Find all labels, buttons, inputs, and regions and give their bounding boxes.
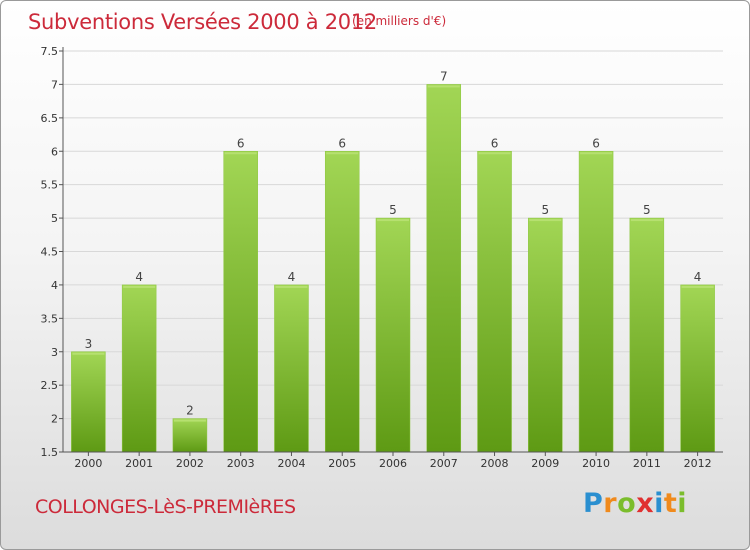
bar	[578, 151, 614, 453]
bar	[375, 217, 411, 453]
bar-highlight	[529, 219, 562, 222]
bar	[274, 284, 309, 453]
x-tick-label: 2001	[125, 457, 153, 470]
logo-letter: P	[583, 488, 604, 519]
logo-letter: i	[654, 488, 664, 519]
bar	[172, 418, 208, 453]
y-tick-label: 5.5	[41, 179, 59, 192]
bar-highlight	[123, 285, 156, 288]
y-tick-label: 6	[51, 145, 58, 158]
data-label: 7	[440, 69, 448, 83]
x-tick-label: 2012	[684, 457, 712, 470]
bar	[528, 217, 563, 453]
x-tick-label: 2011	[633, 457, 661, 470]
y-tick-label: 3	[51, 346, 58, 359]
commune-name: COLLONGES-LèS-PREMIèRES	[35, 496, 296, 518]
bar	[223, 151, 258, 453]
data-label: 6	[592, 136, 600, 150]
bar	[71, 351, 106, 453]
labels: 1.5 2 2.5 3 3.5 4 4.5 5 5.5 6 6.5 7 7.5 3 2000 4 2001 2 20…	[41, 45, 712, 470]
bar	[629, 217, 665, 453]
data-label: 6	[237, 136, 245, 150]
bar-highlight	[681, 285, 714, 288]
proxiti-logo: Proxiti	[583, 488, 687, 519]
x-tick-label: 2004	[277, 457, 305, 470]
data-label: 5	[389, 203, 397, 217]
x-tick-label: 2003	[227, 457, 255, 470]
x-tick-label: 2002	[176, 457, 204, 470]
x-tick-label: 2000	[74, 457, 102, 470]
x-tick-label: 2006	[379, 457, 407, 470]
chart-subtitle: (en milliers d'€)	[352, 14, 447, 28]
y-tick-label: 6.5	[41, 112, 59, 125]
bar-highlight	[326, 152, 359, 155]
logo-letter: i	[677, 488, 688, 519]
y-tick-label: 7.5	[41, 45, 59, 58]
y-tick-label: 1.5	[41, 446, 59, 459]
data-label: 4	[288, 270, 296, 284]
bar-highlight	[427, 85, 460, 88]
bar-highlight	[580, 152, 613, 155]
logo-letter: o	[617, 488, 637, 519]
data-label: 3	[85, 337, 93, 351]
data-label: 6	[491, 136, 499, 150]
bar-highlight	[377, 219, 409, 222]
y-tick-label: 4.5	[41, 246, 59, 259]
x-tick-label: 2009	[531, 457, 559, 470]
logo-letter: r	[603, 488, 618, 519]
axes	[59, 47, 723, 456]
bar-highlight	[630, 219, 663, 222]
chart-title: Subventions Versées 2000 à 2012	[28, 10, 377, 34]
logo-letter: t	[663, 488, 678, 519]
logo-letter: x	[636, 488, 655, 519]
y-tick-label: 7	[51, 78, 58, 91]
bar-highlight	[72, 352, 105, 355]
bar-highlight	[173, 419, 206, 422]
bar-highlight	[478, 152, 511, 155]
bar	[426, 84, 462, 453]
bars	[71, 84, 715, 453]
y-tick-label: 5	[51, 212, 58, 225]
bar	[680, 284, 715, 453]
x-tick-label: 2010	[582, 457, 610, 470]
x-tick-label: 2005	[328, 457, 356, 470]
y-tick-label: 2.5	[41, 379, 59, 392]
bar-highlight	[275, 285, 308, 288]
data-label: 2	[186, 404, 194, 418]
data-label: 4	[694, 270, 702, 284]
y-tick-label: 4	[51, 279, 58, 292]
data-label: 5	[541, 203, 549, 217]
data-label: 4	[135, 270, 143, 284]
x-tick-label: 2007	[430, 457, 458, 470]
bar	[121, 284, 157, 453]
data-label: 5	[643, 203, 651, 217]
bar	[324, 151, 360, 453]
y-tick-label: 3.5	[41, 312, 59, 325]
y-tick-label: 2	[51, 413, 58, 426]
bar	[477, 151, 512, 453]
data-label: 6	[338, 136, 346, 150]
x-tick-label: 2008	[481, 457, 509, 470]
bar-highlight	[224, 152, 257, 155]
